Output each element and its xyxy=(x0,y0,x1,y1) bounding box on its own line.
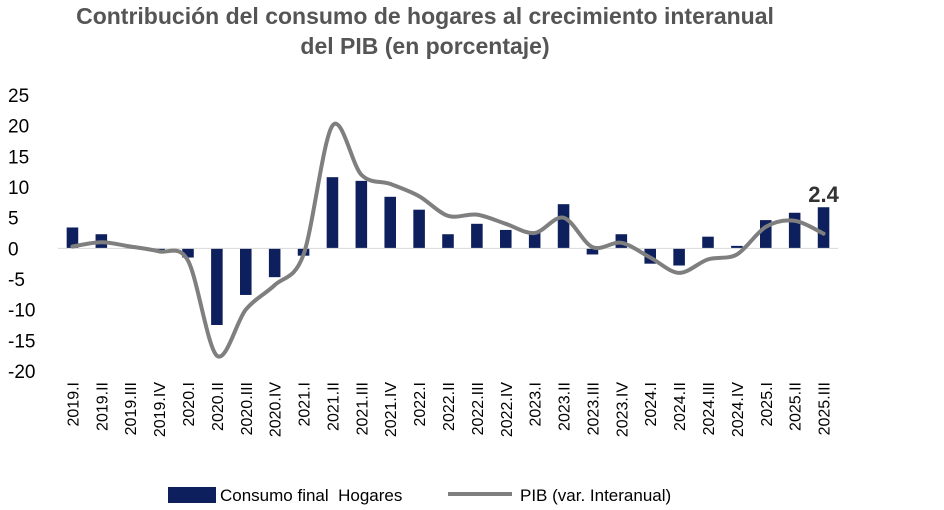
bar-2021-ii xyxy=(326,177,339,249)
x-tick-label-2020-i: 2020.I xyxy=(181,382,198,426)
x-tick-label-2024-iv: 2024.IV xyxy=(730,382,747,437)
bar-series xyxy=(66,177,830,325)
bar-2022-iii xyxy=(471,223,483,249)
x-tick-label-2021-iii: 2021.III xyxy=(354,382,371,435)
x-tick-label-2020-ii: 2020.II xyxy=(210,382,227,431)
x-tick-label-2025-i: 2025.I xyxy=(759,382,776,426)
x-tick-label-2022-i: 2022.I xyxy=(412,382,429,426)
bar-2023-i xyxy=(528,233,541,249)
x-tick-label-2024-iii: 2024.III xyxy=(701,382,718,435)
bar-2025-i xyxy=(760,220,772,249)
bar-2019-iv xyxy=(153,248,165,251)
legend-swatch-consumo xyxy=(168,487,216,503)
x-tick-label-2024-i: 2024.I xyxy=(643,382,660,426)
bar-2023-ii xyxy=(557,204,570,249)
chart-title: Contribución del consumo de hogares al c… xyxy=(76,3,774,59)
x-tick-label-2019-ii: 2019.II xyxy=(94,382,111,431)
x-tick-label-2025-ii: 2025.II xyxy=(788,382,805,431)
bar-2022-iv xyxy=(500,229,512,249)
pib-line xyxy=(70,121,826,359)
bar-2021-iv xyxy=(384,196,396,249)
bar-2021-iii xyxy=(355,180,368,249)
y-tick-label: 10 xyxy=(8,178,29,199)
x-tick-label-2022-iv: 2022.IV xyxy=(499,382,516,437)
y-tick-label: 0 xyxy=(8,239,19,260)
y-tick-label: 15 xyxy=(8,147,29,168)
bar-2020-iii xyxy=(240,248,252,295)
y-tick-label: -15 xyxy=(8,331,35,352)
y-tick-label: -20 xyxy=(8,362,35,383)
bar-2020-i xyxy=(182,248,194,258)
x-tick-label-2021-ii: 2021.II xyxy=(325,382,342,431)
x-tick-label-2023-i: 2023.I xyxy=(528,382,545,426)
x-tick-label-2023-ii: 2023.II xyxy=(557,382,574,431)
x-tick-label-2020-iii: 2020.III xyxy=(239,382,256,435)
x-tick-label-2024-ii: 2024.II xyxy=(672,382,689,431)
chart-title-line-2: del PIB (en porcentaje) xyxy=(300,33,549,59)
chart-title-line-1: Contribución del consumo de hogares al c… xyxy=(76,3,774,29)
bar-2022-i xyxy=(413,209,425,249)
bar-2020-ii xyxy=(211,248,223,325)
x-tick-label-2023-iii: 2023.III xyxy=(585,382,602,435)
x-tick-label-2021-i: 2021.I xyxy=(297,382,314,426)
x-tick-label-2019-iv: 2019.IV xyxy=(152,382,169,437)
x-tick-label-2022-ii: 2022.II xyxy=(441,382,458,431)
bar-2024-iv xyxy=(731,245,743,249)
bar-2025-ii xyxy=(788,212,801,249)
y-tick-label: 20 xyxy=(8,117,29,138)
y-tick-label: -5 xyxy=(8,270,25,291)
x-tick-label-2020-iv: 2020.IV xyxy=(268,382,285,437)
bar-2023-iii xyxy=(586,248,599,255)
y-axis-ticks: 25 20 15 10 5 0 -5 -10 -15 -20 xyxy=(8,86,35,383)
y-tick-label: 5 xyxy=(8,209,19,230)
y-tick-label: 25 xyxy=(8,86,29,107)
x-tick-label-2022-iii: 2022.III xyxy=(470,382,487,435)
bar-2020-iv xyxy=(268,248,281,278)
x-tick-label-2025-iii: 2025.III xyxy=(817,382,834,435)
y-tick-label: -10 xyxy=(8,301,35,322)
x-axis-ticks: 2019.I 2019.II 2019.III 2019.IV 2020.I 2020.I… xyxy=(65,382,833,437)
legend: Consumo final Hogares PIB (var. Interanu… xyxy=(168,486,671,505)
bar-2019-i xyxy=(66,227,79,249)
x-tick-label-2019-iii: 2019.III xyxy=(123,382,140,435)
bar-2024-iii xyxy=(702,236,714,249)
legend-label-consumo: Consumo final Hogares xyxy=(220,486,402,505)
bar-2022-ii xyxy=(442,234,454,249)
x-tick-label-2019-i: 2019.I xyxy=(65,382,82,426)
x-tick-label-2023-iv: 2023.IV xyxy=(614,382,631,437)
bar-2024-ii xyxy=(673,248,685,266)
legend-label-pib: PIB (var. Interanual) xyxy=(520,486,671,505)
bar-2025-iii xyxy=(817,207,830,249)
x-tick-label-2021-iv: 2021.IV xyxy=(383,382,400,437)
data-label-2025-iii: 2.4 xyxy=(808,182,839,207)
